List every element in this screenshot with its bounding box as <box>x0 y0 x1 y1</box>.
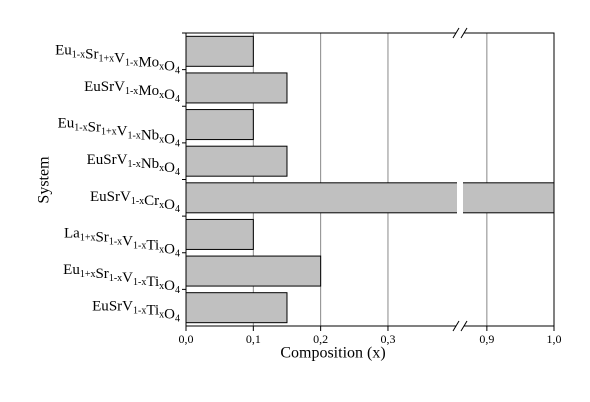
axis-break <box>460 27 468 39</box>
bar <box>185 182 555 214</box>
x-tick-label: 0,1 <box>246 332 261 346</box>
bar <box>185 145 288 177</box>
y-tick-label: Eu1-xSr1+xV1-xNbxO4 <box>58 116 180 150</box>
plot-frame <box>185 32 555 327</box>
y-tick-label: Eu1+xSr1-xV1-xTixO4 <box>63 263 180 297</box>
axis-break-gap <box>456 31 464 35</box>
bar <box>185 255 322 287</box>
bar <box>185 35 254 67</box>
bar <box>185 109 254 141</box>
bar <box>185 218 254 250</box>
bar <box>185 292 288 324</box>
axis-break <box>452 27 460 39</box>
x-tick-label: 0,0 <box>179 332 194 346</box>
x-tick-label: 0,3 <box>380 332 395 346</box>
y-tick-label: EuSrV1-xCrxO4 <box>90 189 180 215</box>
y-tick-label: EuSrV1-xMoxO4 <box>84 79 180 105</box>
x-tick-label: 0,2 <box>313 332 328 346</box>
x-axis-label: Composition (x) <box>280 345 385 362</box>
x-tick-label: 0,9 <box>479 332 494 346</box>
y-tick-label: EuSrV1-xTixO4 <box>92 299 180 325</box>
y-tick-label: EuSrV1-xNbxO4 <box>87 153 180 179</box>
y-tick-label: Eu1-xSr1+xV1-xMoxO4 <box>55 43 180 77</box>
bar <box>185 72 288 104</box>
axis-break-gap <box>456 324 464 328</box>
axis-break <box>460 320 468 332</box>
break-gap <box>457 181 463 214</box>
y-axis-label: System <box>36 156 53 204</box>
x-tick-label: 1,0 <box>547 332 562 346</box>
y-tick-label: La1+xSr1-xV1-xTixO4 <box>64 226 180 260</box>
axis-break <box>452 320 460 332</box>
